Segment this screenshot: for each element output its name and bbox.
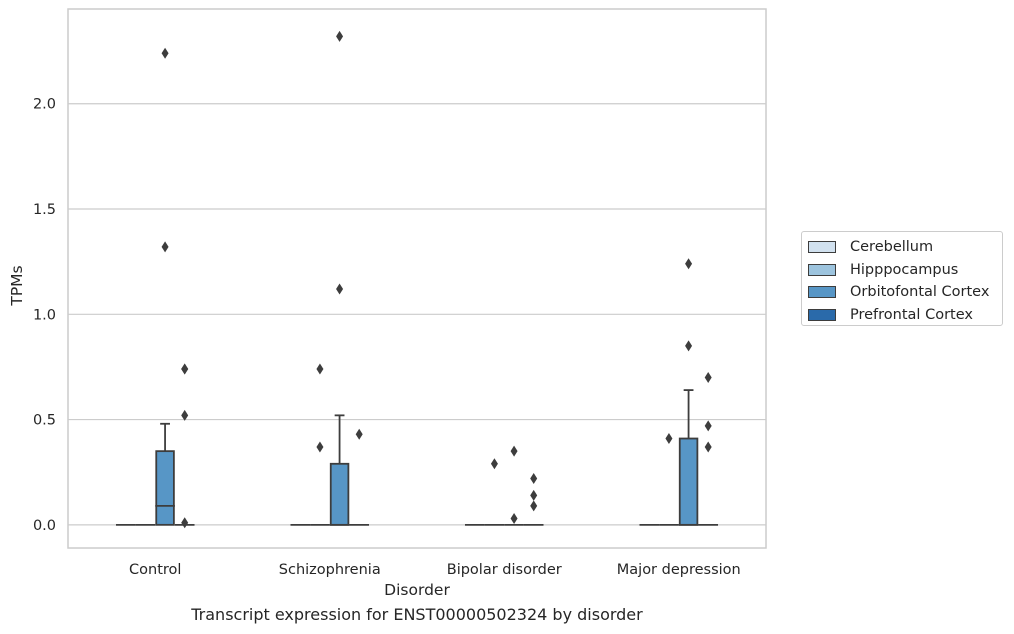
legend-item: Cerebellum <box>808 236 996 259</box>
legend-swatch <box>808 263 836 276</box>
box <box>678 437 699 526</box>
outlier-point <box>161 241 169 253</box>
outlier-point <box>355 428 363 440</box>
outlier-point <box>530 500 538 512</box>
outlier-point <box>704 420 712 432</box>
legend-label: Hipppocampus <box>850 261 959 278</box>
legend-swatch <box>808 308 836 321</box>
box <box>329 462 350 526</box>
chart-caption: Transcript expression for ENST0000050232… <box>191 605 643 624</box>
y-axis-label: TPMs <box>8 265 26 306</box>
legend-item: Orbitofontal Cortex <box>808 281 996 304</box>
legend-swatch <box>808 286 836 299</box>
legend-item: Prefrontal Cortex <box>808 304 996 327</box>
outlier-point <box>336 30 344 42</box>
legend-swatch <box>808 241 836 254</box>
outlier-point <box>490 458 498 470</box>
outlier-point <box>181 517 189 529</box>
outlier-point <box>530 473 538 485</box>
y-tick-label: 1.5 <box>33 202 56 218</box>
legend-label: Cerebellum <box>850 239 934 256</box>
outlier-point <box>181 363 189 375</box>
outlier-point <box>685 258 693 270</box>
legend-label: Orbitofontal Cortex <box>850 284 990 301</box>
legend: Cerebellum Hipppocampus Orbitofontal Corte… <box>801 231 1003 326</box>
outlier-point <box>530 489 538 501</box>
legend-label: Prefrontal Cortex <box>850 306 973 323</box>
outlier-point <box>665 433 673 445</box>
legend-item: Hipppocampus <box>808 259 996 282</box>
outlier-point <box>181 409 189 421</box>
outlier-point <box>510 513 518 525</box>
box <box>155 450 175 526</box>
y-tick-label: 2.0 <box>33 97 56 113</box>
y-tick-label: 1.0 <box>33 307 56 323</box>
outlier-point <box>704 371 712 383</box>
outlier-point <box>316 441 324 453</box>
y-tick-label: 0.5 <box>33 413 56 429</box>
y-tick-label: 0.0 <box>33 518 56 534</box>
outlier-point <box>704 441 712 453</box>
x-tick-label: Control <box>129 562 181 578</box>
outlier-point <box>161 47 169 59</box>
plot-frame <box>67 8 767 549</box>
x-tick-label: Schizophrenia <box>279 562 381 578</box>
x-axis-label: Disorder <box>384 581 450 599</box>
x-tick-label: Bipolar disorder <box>447 562 562 578</box>
outlier-point <box>510 445 518 457</box>
outlier-point <box>336 283 344 295</box>
x-tick-label: Major depression <box>617 562 741 578</box>
outlier-point <box>316 363 324 375</box>
plot-background <box>68 9 766 548</box>
outlier-point <box>685 340 693 352</box>
